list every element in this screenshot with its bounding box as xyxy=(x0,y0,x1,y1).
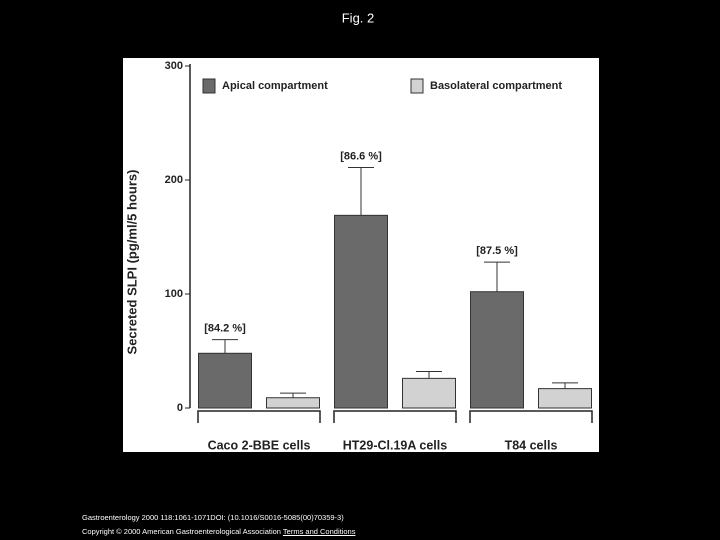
copyright: Copyright © 2000 American Gastroenterolo… xyxy=(82,527,281,536)
bar xyxy=(266,397,320,409)
bar xyxy=(402,377,456,409)
percent-annotation: [87.5 %] xyxy=(476,245,518,257)
bar xyxy=(470,291,524,409)
bar xyxy=(538,388,592,409)
y-axis-label: Secreted SLPI (pg/ml/5 hours) xyxy=(124,170,139,355)
bar xyxy=(334,214,388,409)
citation: Gastroenterology 2000 118:1061-1071DOI: … xyxy=(82,513,344,522)
group-bracket xyxy=(469,410,593,423)
chart-title: Fig. 2 xyxy=(342,10,375,25)
x-tick-label: HT29-Cl.19A cells xyxy=(343,438,447,452)
legend-label: Apical compartment xyxy=(222,80,328,92)
group-bracket xyxy=(333,410,457,423)
x-tick-label: Caco 2-BBE cells xyxy=(208,438,311,452)
percent-annotation: [86.6 %] xyxy=(340,150,382,162)
y-tick-label: 200 xyxy=(165,174,183,186)
group-bracket xyxy=(197,410,321,423)
y-tick-label: 100 xyxy=(165,288,183,300)
chart: Fig. 2 Secreted SLPI (pg/ml/5 hours) 0 10… xyxy=(123,10,599,452)
x-tick-label: T84 cells xyxy=(505,438,558,452)
copyright-line: Copyright © 2000 American Gastroenterolo… xyxy=(82,527,355,536)
bar xyxy=(198,352,252,409)
legend-swatch xyxy=(202,78,216,94)
y-tick-label: 0 xyxy=(177,402,183,414)
terms-link[interactable]: Terms and Conditions xyxy=(282,527,356,536)
legend-label: Basolateral compartment xyxy=(430,80,562,92)
percent-annotation: [84.2 %] xyxy=(204,323,246,335)
y-tick-label: 300 xyxy=(165,60,183,72)
legend-swatch xyxy=(410,78,424,94)
